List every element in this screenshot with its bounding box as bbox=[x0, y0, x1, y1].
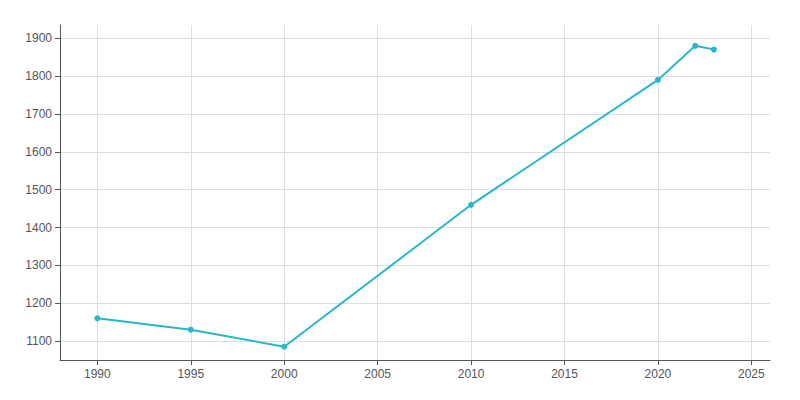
svg-text:1995: 1995 bbox=[177, 367, 204, 381]
svg-text:1400: 1400 bbox=[25, 221, 52, 235]
svg-text:1990: 1990 bbox=[84, 367, 111, 381]
svg-text:1200: 1200 bbox=[25, 296, 52, 310]
svg-text:2020: 2020 bbox=[645, 367, 672, 381]
svg-text:1600: 1600 bbox=[25, 145, 52, 159]
svg-text:2025: 2025 bbox=[738, 367, 765, 381]
svg-text:1700: 1700 bbox=[25, 107, 52, 121]
svg-text:2005: 2005 bbox=[364, 367, 391, 381]
svg-text:2010: 2010 bbox=[458, 367, 485, 381]
svg-text:2015: 2015 bbox=[551, 367, 578, 381]
svg-text:1900: 1900 bbox=[25, 31, 52, 45]
svg-text:1300: 1300 bbox=[25, 258, 52, 272]
svg-text:1500: 1500 bbox=[25, 183, 52, 197]
svg-text:1800: 1800 bbox=[25, 69, 52, 83]
svg-text:2000: 2000 bbox=[271, 367, 298, 381]
svg-text:1100: 1100 bbox=[26, 334, 52, 348]
